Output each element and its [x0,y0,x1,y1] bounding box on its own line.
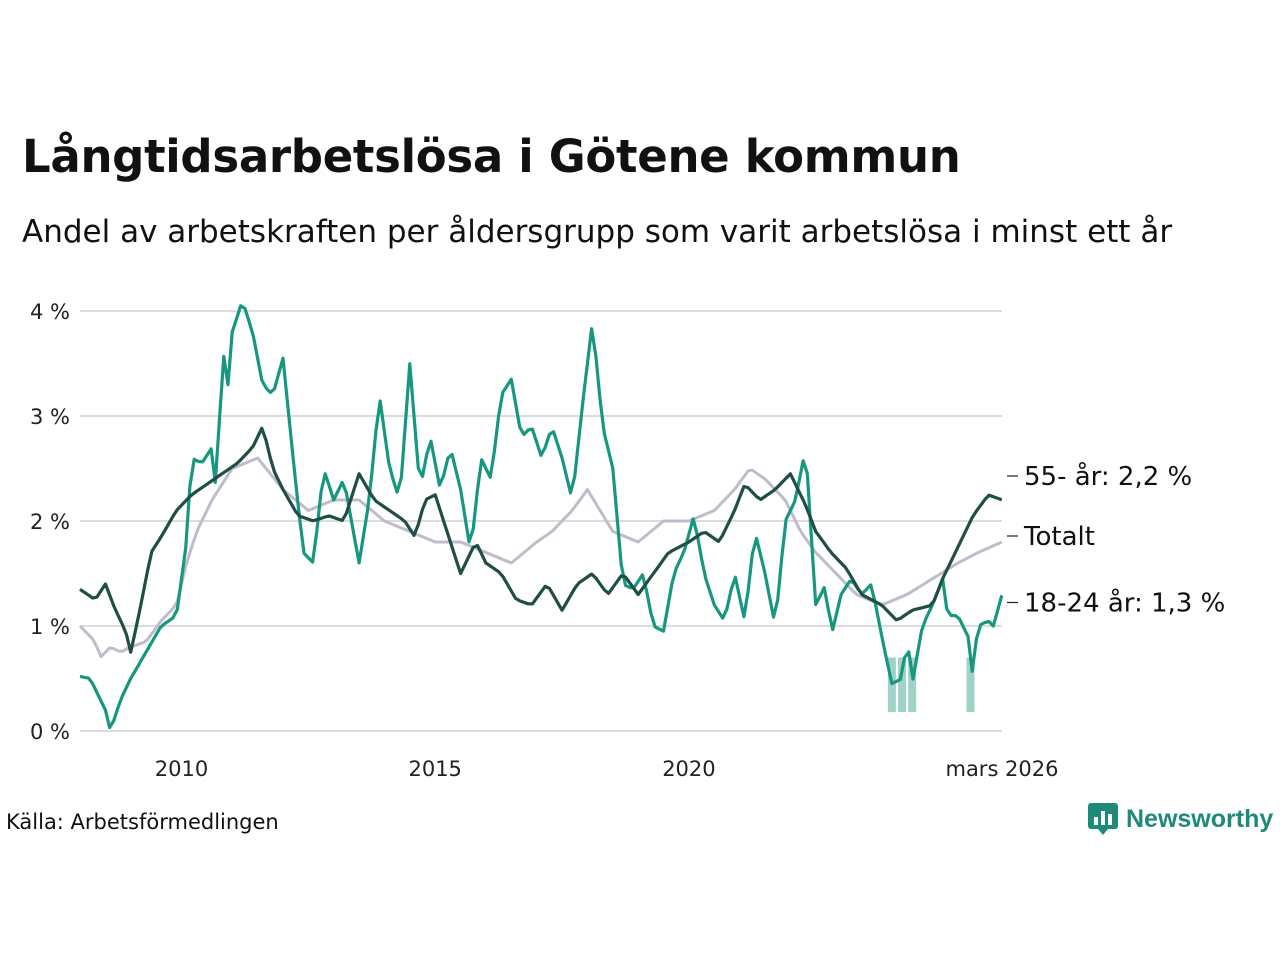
chart-subtitle: Andel av arbetskraften per åldersgrupp s… [22,214,1173,250]
x-tick-label: 2020 [662,757,715,781]
x-tick-label: 2015 [408,757,461,781]
series-line-youth [79,304,1004,730]
x-tick-label: mars 2026 [945,757,1058,781]
newsworthy-logo: Newsworthy [1088,803,1273,835]
x-tick-label: 2010 [155,757,208,781]
series-line-senior [79,426,1003,654]
series-label-youth: 18-24 år: 1,3 % [1024,588,1225,619]
uncertainty-band [966,657,975,713]
line-chart: 0 % 1 % 2 % 3 % 4 % 2010 2015 2020 mars 2026 Tota… [30,300,1225,781]
chart-title: Långtidsarbetslösa i Götene kommun [22,130,961,183]
series-label-total: Totalt [1023,522,1095,552]
brand-name: Newsworthy [1126,804,1274,833]
bar-chart-icon [1088,803,1118,835]
y-tick-label: 3 % [30,405,70,429]
uncertainty-band [908,657,917,713]
uncertainty-band [898,657,907,713]
series-label-senior: 55- år: 2,2 % [1024,461,1192,492]
source-note: Källa: Arbetsförmedlingen [6,810,279,834]
y-tick-label: 0 % [30,720,70,744]
y-tick-label: 1 % [30,615,70,639]
y-tick-label: 2 % [30,510,70,534]
y-tick-label: 4 % [30,300,70,324]
